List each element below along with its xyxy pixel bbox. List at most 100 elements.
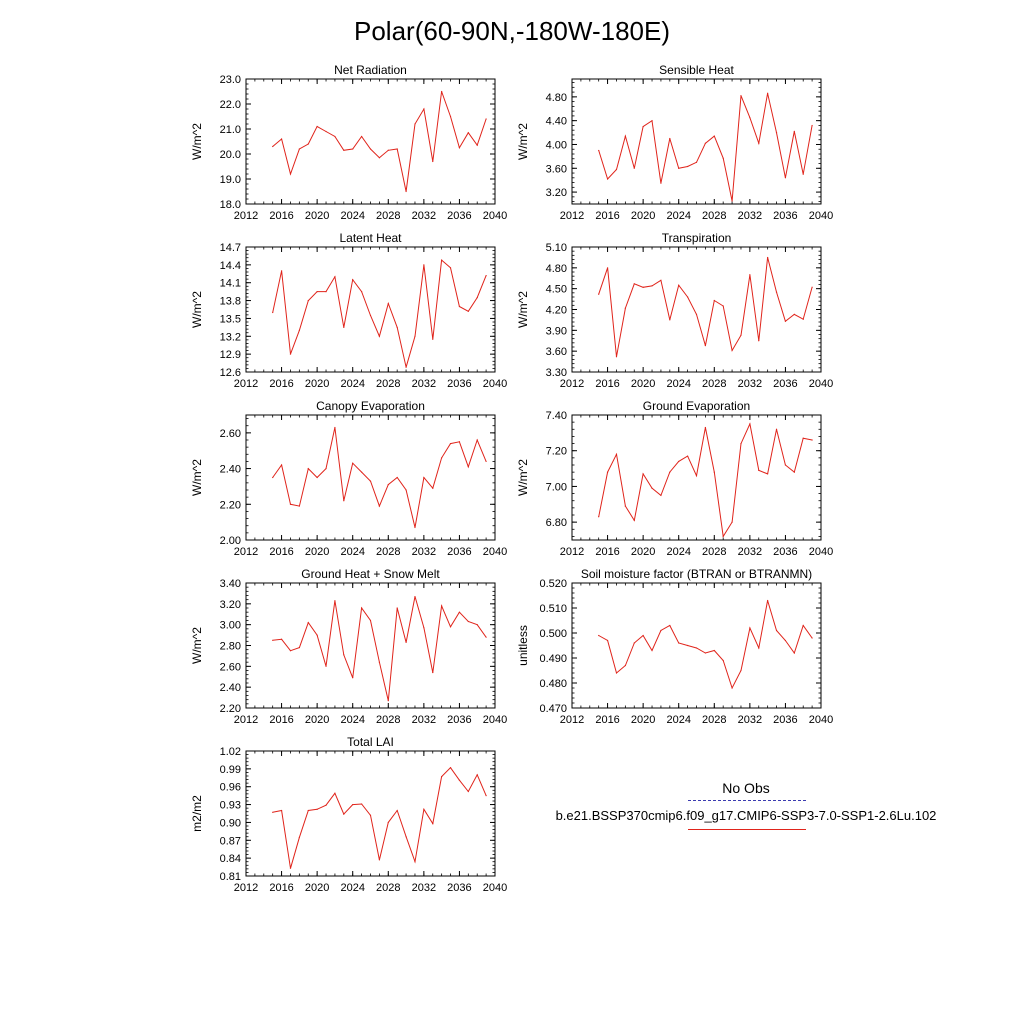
data-point xyxy=(767,473,769,475)
data-point xyxy=(695,475,698,477)
data-point xyxy=(441,457,443,459)
data-point xyxy=(449,115,452,118)
plot-frame xyxy=(571,246,822,373)
panel-title: Net Radiation xyxy=(334,63,407,77)
data-point xyxy=(387,700,389,702)
data-point xyxy=(651,285,653,287)
data-point xyxy=(660,494,662,496)
data-point xyxy=(298,646,300,649)
data-point xyxy=(476,624,478,626)
data-point xyxy=(704,142,706,144)
data-point xyxy=(669,319,671,321)
data-point xyxy=(352,677,354,679)
x-tick-label: 2012 xyxy=(234,882,258,894)
data-point xyxy=(432,487,434,489)
data-point xyxy=(334,600,336,602)
data-point xyxy=(598,516,600,518)
data-point xyxy=(334,135,336,138)
y-tick-label: 0.490 xyxy=(539,653,567,665)
data-point xyxy=(396,476,398,479)
data-point xyxy=(405,836,407,838)
data-point xyxy=(669,624,671,627)
data-point xyxy=(775,629,778,632)
data-point xyxy=(289,867,292,869)
x-tick-label: 2020 xyxy=(305,882,329,894)
x-tick-label: 2028 xyxy=(376,546,400,558)
data-point xyxy=(334,792,336,794)
series-line xyxy=(272,766,487,869)
x-tick-label: 2016 xyxy=(595,714,619,726)
data-point xyxy=(615,672,618,674)
data-point xyxy=(678,284,680,286)
data-point xyxy=(767,599,769,602)
data-point xyxy=(793,471,795,473)
data-point xyxy=(713,471,715,473)
y-tick-label: 0.84 xyxy=(220,853,241,865)
data-point xyxy=(378,335,380,337)
data-point xyxy=(731,200,733,202)
y-tick-label: 4.50 xyxy=(546,284,567,296)
data-point xyxy=(343,500,345,502)
series-line xyxy=(598,93,813,202)
x-tick-label: 2020 xyxy=(631,546,655,558)
x-tick-label: 2032 xyxy=(738,210,762,222)
y-axis-label: W/m^2 xyxy=(190,459,204,496)
data-point xyxy=(405,489,407,491)
x-tick-label: 2028 xyxy=(376,210,400,222)
x-tick-label: 2040 xyxy=(809,546,833,558)
data-point xyxy=(633,642,635,644)
data-point xyxy=(740,442,742,445)
y-tick-label: 23.0 xyxy=(220,74,241,86)
data-point xyxy=(307,809,309,812)
x-tick-label: 2016 xyxy=(269,546,293,558)
data-point xyxy=(784,639,787,642)
y-axis-label: m2/m2 xyxy=(190,795,204,832)
series-line xyxy=(598,257,813,357)
x-tick-label: 2016 xyxy=(269,210,293,222)
x-tick-label: 2020 xyxy=(631,378,655,390)
y-tick-label: 0.81 xyxy=(220,871,241,883)
data-point xyxy=(467,790,469,793)
x-tick-label: 2024 xyxy=(666,210,690,222)
data-point xyxy=(316,125,318,128)
y-axis-label: W/m^2 xyxy=(190,627,204,664)
data-point xyxy=(749,627,751,629)
data-point xyxy=(449,267,452,269)
data-point xyxy=(678,167,680,169)
data-point xyxy=(722,157,724,159)
data-point xyxy=(687,455,689,457)
x-tick-label: 2036 xyxy=(447,714,471,726)
series-line xyxy=(272,259,487,368)
data-point xyxy=(660,279,662,281)
data-point xyxy=(432,671,434,674)
y-tick-label: 18.0 xyxy=(220,199,241,211)
data-point xyxy=(476,144,478,146)
data-point xyxy=(467,310,469,312)
x-tick-label: 2016 xyxy=(595,378,619,390)
y-tick-label: 7.20 xyxy=(546,446,567,458)
x-tick-label: 2036 xyxy=(773,378,797,390)
data-point xyxy=(811,124,813,127)
data-point xyxy=(352,803,354,806)
data-point xyxy=(449,767,452,769)
plot-frame xyxy=(245,582,496,709)
data-point xyxy=(325,804,327,806)
data-point xyxy=(651,649,653,652)
data-point xyxy=(414,123,416,125)
data-point xyxy=(289,650,292,652)
plot-frame xyxy=(245,414,496,541)
data-point xyxy=(467,620,469,623)
data-point xyxy=(405,641,407,643)
data-point xyxy=(280,270,283,272)
x-tick-label: 2040 xyxy=(809,378,833,390)
x-tick-label: 2012 xyxy=(234,378,258,390)
data-point xyxy=(352,148,354,150)
data-point xyxy=(272,639,274,641)
y-tick-label: 7.00 xyxy=(546,481,567,493)
x-tick-label: 2032 xyxy=(412,210,436,222)
panel-title: Soil moisture factor (BTRAN or BTRANMN) xyxy=(581,567,812,581)
data-point xyxy=(396,326,398,328)
plot-frame xyxy=(245,246,496,373)
data-point xyxy=(361,291,363,293)
series-line xyxy=(272,91,487,192)
